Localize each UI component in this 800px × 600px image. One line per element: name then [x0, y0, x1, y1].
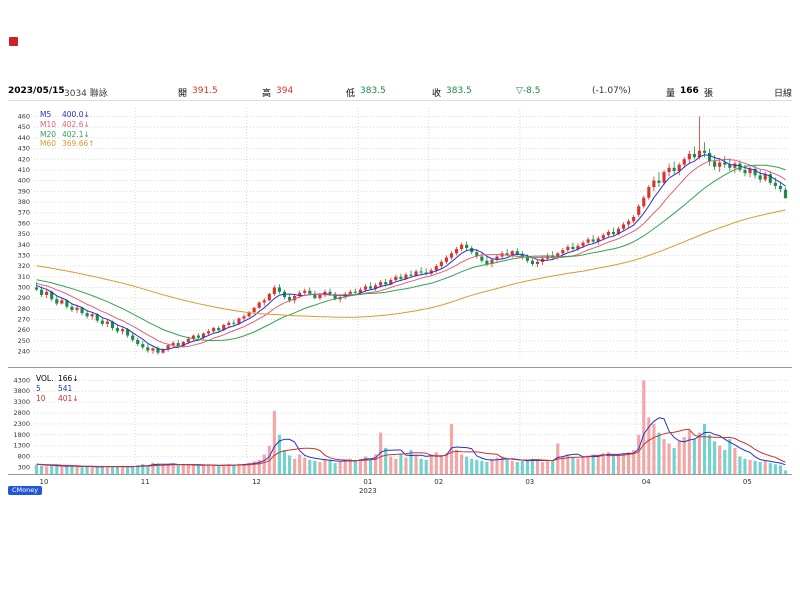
vendor-logo-badge: CMoney [8, 486, 43, 495]
ma5-label: M5 [40, 110, 52, 119]
ma-legend: M5 400.0↓ M10 402.6↓ M20 402.1↓ M60 369.66↑ [40, 110, 95, 149]
volume-label: 量 [666, 89, 676, 99]
svg-text:270: 270 [18, 316, 30, 324]
svg-text:300: 300 [18, 463, 30, 471]
svg-text:2023: 2023 [359, 487, 377, 495]
svg-text:10: 10 [40, 478, 49, 486]
price-grid-layer: 240 250 260 270 280 290 300 310 320 330 340 350 360 3… [18, 108, 788, 358]
close-value: 383.5 [446, 86, 472, 96]
candles-layer [34, 116, 788, 355]
svg-text:370: 370 [18, 209, 30, 217]
svg-text:450: 450 [18, 123, 30, 131]
svg-text:1300: 1300 [13, 442, 30, 450]
svg-text:360: 360 [18, 219, 30, 227]
ma10-value: 402.6↓ [62, 119, 90, 129]
svg-text:01: 01 [363, 478, 372, 486]
ma60-value: 369.66↑ [62, 139, 95, 149]
svg-text:440: 440 [18, 134, 30, 142]
change-value: ▽-8.5 [516, 86, 541, 96]
volume-grid-layer: 300 800 1300 1800 2300 2800 3300 3800 4300 [13, 376, 788, 474]
svg-text:310: 310 [18, 273, 30, 281]
vol-value: 166↓ [58, 374, 79, 383]
svg-text:260: 260 [18, 326, 30, 334]
ma20-label: M20 [40, 129, 57, 139]
svg-text:12: 12 [252, 478, 261, 486]
ma-lines-layer [36, 154, 786, 351]
close-label: 收 [432, 89, 442, 99]
svg-text:280: 280 [18, 305, 30, 313]
high-label: 高 [262, 89, 272, 99]
high-value: 394 [276, 86, 294, 96]
volume-bars-layer [34, 380, 788, 474]
vol-ma5-value: 541 [58, 383, 73, 393]
svg-text:4300: 4300 [13, 376, 30, 384]
svg-text:350: 350 [18, 230, 30, 238]
volume-unit: 張 [704, 89, 714, 99]
svg-text:05: 05 [743, 478, 752, 486]
svg-text:320: 320 [18, 262, 30, 270]
ma60-label: M60 [40, 139, 57, 149]
price-panel: 240 250 260 270 280 290 300 310 320 330 340 350 360 3… [8, 100, 792, 368]
svg-text:290: 290 [18, 294, 30, 302]
svg-text:330: 330 [18, 251, 30, 259]
period-selector[interactable]: 日線 [773, 89, 792, 99]
svg-text:1800: 1800 [13, 431, 30, 439]
svg-text:03: 03 [525, 478, 534, 486]
header-stock: 3034 聯詠 [64, 89, 108, 99]
volume-panel: 300 800 1300 1800 2300 2800 3300 3800 4300 10 11 12… [8, 370, 792, 496]
ma5-value: 400.0↓ [62, 110, 90, 119]
header-bar: 2023/05/15 3034 聯詠 開 391.5 高 394 低 383.5… [8, 86, 792, 99]
ma10-label: M10 [40, 119, 57, 129]
vol-label: VOL. [36, 374, 54, 383]
low-label: 低 [346, 89, 356, 99]
svg-text:410: 410 [18, 166, 30, 174]
svg-text:430: 430 [18, 145, 30, 153]
app-logo-icon [9, 37, 18, 46]
svg-text:400: 400 [18, 177, 30, 185]
header-date: 2023/05/15 [8, 86, 65, 96]
low-value: 383.5 [360, 86, 386, 96]
svg-text:460: 460 [18, 113, 30, 121]
svg-text:3300: 3300 [13, 398, 30, 406]
volume-chart[interactable]: 300 800 1300 1800 2300 2800 3300 3800 4300 10 11 12… [8, 370, 792, 496]
svg-text:3800: 3800 [13, 387, 30, 395]
ma20-value: 402.1↓ [62, 129, 90, 139]
svg-text:300: 300 [18, 283, 30, 291]
svg-text:02: 02 [434, 478, 443, 486]
svg-text:2800: 2800 [13, 409, 30, 417]
svg-text:240: 240 [18, 348, 30, 356]
svg-text:11: 11 [141, 478, 150, 486]
svg-text:340: 340 [18, 241, 30, 249]
price-chart[interactable]: 240 250 260 270 280 290 300 310 320 330 340 350 360 3… [8, 100, 792, 368]
change-percent: (-1.07%) [592, 86, 631, 96]
svg-text:800: 800 [18, 453, 30, 461]
volume-value: 166 [680, 86, 699, 96]
svg-text:380: 380 [18, 198, 30, 206]
svg-text:2300: 2300 [13, 420, 30, 428]
volume-ma-layer [36, 417, 786, 468]
svg-text:420: 420 [18, 155, 30, 163]
volume-legend: VOL. 166↓ 5 541 10 401↓ [36, 374, 79, 403]
svg-text:390: 390 [18, 187, 30, 195]
open-value: 391.5 [192, 86, 218, 96]
vol-ma10-label: 10 [36, 393, 46, 403]
vol-ma10-value: 401↓ [58, 393, 79, 403]
vol-ma5-label: 5 [36, 383, 41, 393]
svg-text:04: 04 [642, 478, 651, 486]
open-label: 開 [178, 89, 188, 99]
svg-text:250: 250 [18, 337, 30, 345]
